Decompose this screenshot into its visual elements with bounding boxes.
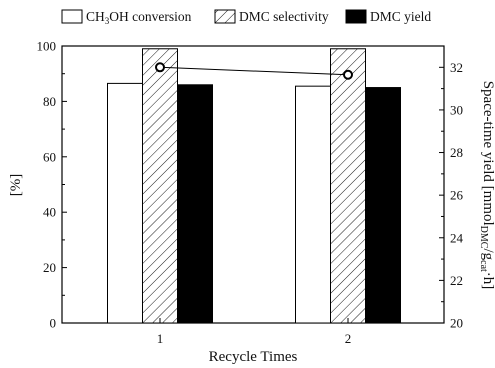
x-tick-label: 1: [157, 331, 164, 346]
legend-label-yield: DMC yield: [370, 9, 431, 24]
bar-yield: [365, 87, 401, 324]
y-tick-label: 0: [50, 316, 57, 331]
y-tick-label: 100: [37, 39, 57, 54]
line-path: [159, 66, 349, 76]
x-tick-label: 2: [345, 331, 352, 346]
y-axis-label: [%]: [8, 174, 24, 197]
line-point: [155, 62, 165, 73]
line-point: [343, 69, 353, 80]
y-axis-label-right: Space-time yield [mmolDMC/gcat·h]: [478, 81, 495, 290]
bar-yield: [177, 84, 213, 324]
y-right-tick-label: 24: [450, 230, 464, 245]
y-right-tick-label: 30: [450, 102, 463, 117]
bar-conversion: [295, 85, 331, 324]
x-axis-label: Recycle Times: [209, 349, 298, 365]
y-tick-label: 80: [43, 94, 56, 109]
bar-selectivity: [142, 48, 178, 324]
y-right-tick-label: 22: [450, 273, 463, 288]
y-tick-label: 40: [43, 205, 56, 220]
legend-swatch-selectivity: [214, 9, 236, 24]
right-axis: 20 22 24 26 28 30 32: [439, 60, 464, 331]
legend-label-selectivity: DMC selectivity: [239, 9, 329, 24]
legend-label-conversion: CH3OH conversion: [86, 9, 192, 26]
y-right-tick-label: 32: [450, 60, 463, 75]
bar-selectivity: [330, 48, 366, 324]
left-axis: 0 20 40 60 80 100: [37, 39, 67, 331]
y-tick-label: 20: [43, 260, 56, 275]
legend: CH3OH conversion DMC selectivity DMC yie…: [61, 9, 431, 26]
space-time-yield-line: [155, 62, 353, 80]
legend-swatch-yield: [345, 9, 367, 24]
bars: [107, 48, 401, 324]
y-right-tick-label: 20: [450, 316, 463, 331]
legend-swatch-conversion: [61, 9, 83, 24]
y-right-tick-label: 28: [450, 145, 463, 160]
y-right-tick-label: 26: [450, 188, 464, 203]
y-tick-label: 60: [43, 149, 56, 164]
bar-conversion: [107, 82, 143, 324]
